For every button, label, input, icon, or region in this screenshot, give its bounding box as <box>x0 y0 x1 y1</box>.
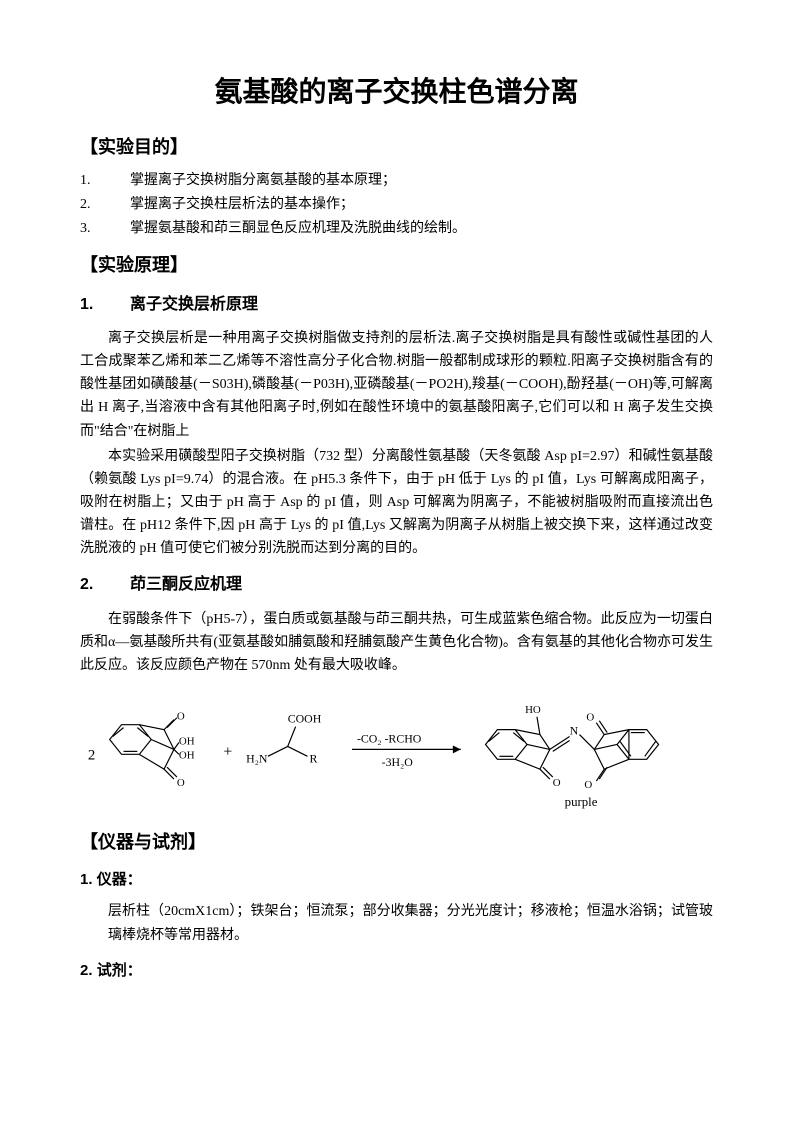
instruments-text: 层析柱（20cmX1cm）；铁架台；恒流泵；部分收集器；分光光度计；移液枪；恒温… <box>108 900 713 946</box>
svg-text:R: R <box>309 751 317 765</box>
svg-text:N: N <box>570 724 579 738</box>
principle-sub1-p2: 本实验采用磺酸型阳子交换树脂（732 型）分离酸性氨基酸（天冬氨酸 Asp pI… <box>80 445 713 560</box>
item-number: 1. <box>80 170 130 192</box>
sub-number: 1. <box>80 292 130 318</box>
instruments-header: 1. 仪器： <box>80 868 713 892</box>
svg-text:OH: OH <box>179 749 195 761</box>
svg-text:OH: OH <box>179 735 195 747</box>
sub-number: 2. <box>80 572 130 598</box>
coefficient-label: 2 <box>88 747 95 763</box>
amino-acid-structure: COOH H₂N R <box>246 712 322 766</box>
principle-sub1-p1: 离子交换层析是一种用离子交换树脂做支持剂的层析法.离子交换树脂是具有酸性或碱性基… <box>80 327 713 442</box>
sub-title: 离子交换层析原理 <box>130 292 258 318</box>
principle-header: 【实验原理】 <box>80 251 713 280</box>
reaction-scheme: 2 O O OH OH + COO <box>80 695 713 814</box>
svg-text:O: O <box>177 711 185 723</box>
principle-sub2-p1: 在弱酸条件下（pH5-7），蛋白质或氨基酸与茚三酮共热，可生成蓝紫色缩合物。此反… <box>80 608 713 677</box>
reagents-header: 2. 试剂： <box>80 959 713 983</box>
objective-item-1: 1. 掌握离子交换树脂分离氨基酸的基本原理； <box>80 170 713 192</box>
product-label: purple <box>565 795 598 809</box>
item-text: 掌握离子交换柱层析法的基本操作； <box>130 194 354 216</box>
svg-text:HO: HO <box>525 704 541 716</box>
svg-text:O: O <box>586 712 594 724</box>
principle-sub2-header: 2. 茚三酮反应机理 <box>80 572 713 598</box>
item-number: 3. <box>80 218 130 240</box>
ninhydrin-structure: O O OH OH <box>110 711 195 789</box>
item-number: 2. <box>80 194 130 216</box>
item-text: 掌握氨基酸和茚三酮显色反应机理及洗脱曲线的绘制。 <box>130 218 466 240</box>
svg-text:O: O <box>553 777 561 789</box>
page-title: 氨基酸的离子交换柱色谱分离 <box>80 70 713 115</box>
sub-title: 茚三酮反应机理 <box>130 572 242 598</box>
svg-text:-CO₂ -RCHO: -CO₂ -RCHO <box>357 731 422 745</box>
svg-text:COOH: COOH <box>288 712 322 726</box>
plus-sign: + <box>223 743 232 760</box>
reaction-svg: 2 O O OH OH + COO <box>80 695 713 814</box>
item-text: 掌握离子交换树脂分离氨基酸的基本原理； <box>130 170 396 192</box>
svg-text:O: O <box>177 777 185 789</box>
objective-item-3: 3. 掌握氨基酸和茚三酮显色反应机理及洗脱曲线的绘制。 <box>80 218 713 240</box>
sub-title: 试剂： <box>97 962 142 979</box>
sub-number: 1. <box>80 871 93 888</box>
sub-title: 仪器： <box>97 871 142 888</box>
objective-item-2: 2. 掌握离子交换柱层析法的基本操作； <box>80 194 713 216</box>
svg-text:-3H₂O: -3H₂O <box>382 755 414 769</box>
product-structure: O HO N O O <box>486 704 659 791</box>
svg-text:H₂N: H₂N <box>246 751 268 765</box>
reaction-arrow: -CO₂ -RCHO -3H₂O <box>352 731 461 769</box>
materials-header: 【仪器与试剂】 <box>80 828 713 857</box>
principle-sub1-header: 1. 离子交换层析原理 <box>80 292 713 318</box>
svg-text:O: O <box>584 779 592 791</box>
objective-header: 【实验目的】 <box>80 133 713 162</box>
sub-number: 2. <box>80 962 93 979</box>
